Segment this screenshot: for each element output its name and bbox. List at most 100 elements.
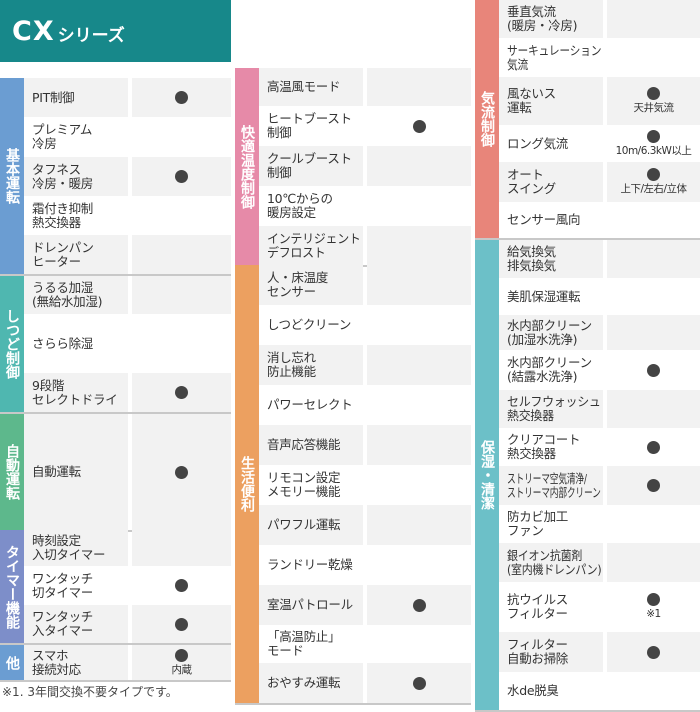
- feature-row: 時刻設定 入切タイマー: [24, 530, 231, 566]
- feature-row: 音声応答機能: [259, 425, 471, 465]
- feature-value: [132, 414, 231, 530]
- feature-rows: 垂直気流 (暖房・冷房) サーキュレーション 気流 風ないス 運転 天井気流 ロング気流…: [499, 0, 700, 238]
- feature-row: ワンタッチ 入タイマー: [24, 605, 231, 643]
- category-bar: 保湿・清潔: [475, 240, 499, 710]
- feature-value: [132, 157, 231, 196]
- feature-name: クリアコート 熱交換器: [507, 432, 581, 461]
- feature-row: おやすみ運転: [259, 663, 471, 703]
- feature-value: [367, 663, 471, 703]
- feature-name-cell: スマホ 接続対応: [24, 645, 128, 680]
- feature-name: 風ないス 運転: [507, 86, 556, 115]
- feature-name: 垂直気流 (暖房・冷房): [507, 4, 578, 33]
- feature-rows: 人・床温度 センサー しつどクリーン 消し忘れ 防止機能 パワーセレクト 音声応答機能リ…: [259, 265, 471, 703]
- category-label: タイマー機能: [4, 544, 20, 629]
- feature-name: クールブースト 制御: [267, 151, 352, 180]
- feature-name: 消し忘れ 防止機能: [267, 350, 316, 379]
- feature-name-cell: 「高温防止」 モード: [259, 625, 363, 663]
- footnote: ※1. 3年間交換不要タイプです。: [2, 685, 178, 699]
- feature-value: [367, 226, 471, 265]
- feature-row: ドレンパン ヒーター: [24, 235, 231, 274]
- feature-row: 室温パトロール: [259, 585, 471, 625]
- feature-name-cell: 10℃からの 暖房設定: [259, 186, 363, 226]
- feature-value: [607, 350, 700, 390]
- feature-name: パワーセレクト: [267, 397, 353, 412]
- supported-dot-icon: [175, 579, 188, 592]
- feature-name: うるる加湿 (無給水加湿): [32, 280, 103, 309]
- feature-value: [607, 390, 700, 428]
- group-airflow: 気流制御 垂直気流 (暖房・冷房) サーキュレーション 気流 風ないス 運転 天井気流ロ…: [475, 0, 700, 240]
- feature-value: [607, 315, 700, 350]
- feature-value: [607, 543, 700, 582]
- feature-value: [367, 425, 471, 465]
- feature-name-cell: タフネス 冷房・暖房: [24, 157, 128, 196]
- feature-name: プレミアム 冷房: [32, 122, 93, 151]
- feature-row: セルフウォッシュ 熱交換器: [499, 390, 700, 428]
- supported-dot-icon: [412, 598, 426, 612]
- category-label: 基本運転: [4, 148, 20, 204]
- feature-name: 室温パトロール: [267, 597, 353, 612]
- feature-value: 10m/6.3kW以上: [607, 125, 700, 162]
- feature-name: 9段階 セレクトドライ: [32, 377, 118, 407]
- feature-name: 給気換気 排気換気: [507, 244, 556, 273]
- feature-name-cell: PIT制御: [24, 78, 128, 117]
- feature-row: 垂直気流 (暖房・冷房): [499, 0, 700, 38]
- feature-value: [132, 276, 231, 314]
- category-bar: 自動運転: [0, 414, 24, 530]
- feature-name-cell: ドレンパン ヒーター: [24, 235, 128, 274]
- supported-dot-icon: [647, 479, 660, 492]
- supported-dot-icon: [175, 170, 188, 183]
- supported-dot-icon: [175, 465, 188, 479]
- feature-value: 内蔵: [132, 645, 231, 680]
- supported-dot-icon: [175, 648, 188, 662]
- feature-name-cell: ランドリー乾燥: [259, 545, 363, 585]
- category-label: 保湿・清潔: [479, 440, 495, 510]
- category-label: 気流制御: [479, 91, 495, 147]
- feature-value: [607, 202, 700, 238]
- group-auto: 自動運転 自動運転: [0, 414, 231, 532]
- feature-value: [367, 585, 471, 625]
- feature-rows: 給気換気 排気換気美肌保湿運転 水内部クリーン (加湿水洗浄) 水内部クリーン (結…: [499, 240, 700, 710]
- feature-row: 給気換気 排気換気: [499, 240, 700, 278]
- feature-row: 消し忘れ 防止機能: [259, 345, 471, 385]
- feature-value: [607, 240, 700, 278]
- feature-row: ストリーマ空気清浄/ ストリーマ内部クリーン: [499, 466, 700, 505]
- feature-rows: うるる加湿 (無給水加湿) さらら除湿 9段階 セレクトドライ: [24, 276, 231, 412]
- feature-value: [367, 68, 471, 106]
- feature-name-cell: しつどクリーン: [259, 305, 363, 345]
- category-label: 生活便利: [239, 456, 255, 512]
- feature-value: ※1: [607, 582, 700, 632]
- feature-value: [132, 117, 231, 157]
- feature-row: ロング気流 10m/6.3kW以上: [499, 125, 700, 162]
- supported-dot-icon: [412, 119, 426, 133]
- feature-row: ヒートブースト 制御: [259, 106, 471, 146]
- feature-name: おやすみ運転: [267, 675, 341, 690]
- feature-value: [607, 632, 700, 672]
- supported-dot-icon: [647, 87, 660, 100]
- feature-name: ランドリー乾燥: [267, 557, 353, 572]
- feature-value: 上下/左右/立体: [607, 162, 700, 202]
- feature-name-cell: ロング気流: [499, 125, 603, 162]
- feature-value: [367, 545, 471, 585]
- feature-name-cell: ワンタッチ 切タイマー: [24, 566, 128, 605]
- feature-row: サーキュレーション 気流: [499, 38, 700, 77]
- feature-name: リモコン設定 メモリー機能: [267, 470, 341, 499]
- feature-row: リモコン設定 メモリー機能: [259, 465, 471, 505]
- feature-value: [132, 530, 231, 566]
- feature-name: しつどクリーン: [267, 317, 352, 332]
- feature-row: 10℃からの 暖房設定: [259, 186, 471, 226]
- feature-row: 水内部クリーン (加湿水洗浄): [499, 315, 700, 350]
- feature-name-cell: 防カビ加工 ファン: [499, 505, 603, 543]
- feature-note: 内蔵: [171, 663, 193, 676]
- feature-name-cell: クリアコート 熱交換器: [499, 428, 603, 466]
- feature-name: PIT制御: [32, 89, 75, 105]
- feature-name-cell: 美肌保湿運転: [499, 278, 603, 315]
- feature-value: [367, 265, 471, 305]
- group-humidity: しつど制御 うるる加湿 (無給水加湿) さらら除湿 9段階 セレクトドライ: [0, 276, 231, 414]
- supported-dot-icon: [175, 617, 188, 631]
- feature-name: 水内部クリーン (結露水洗浄): [507, 355, 592, 384]
- feature-name: 銀イオン抗菌剤 (室内機ドレンパン): [507, 547, 602, 577]
- supported-dot-icon: [647, 129, 660, 143]
- feature-name-cell: 水内部クリーン (結露水洗浄): [499, 350, 603, 390]
- feature-name: スマホ 接続対応: [32, 647, 81, 677]
- group-timer: タイマー機能 時刻設定 入切タイマー ワンタッチ 切タイマー ワンタッチ 入タイマー: [0, 530, 231, 645]
